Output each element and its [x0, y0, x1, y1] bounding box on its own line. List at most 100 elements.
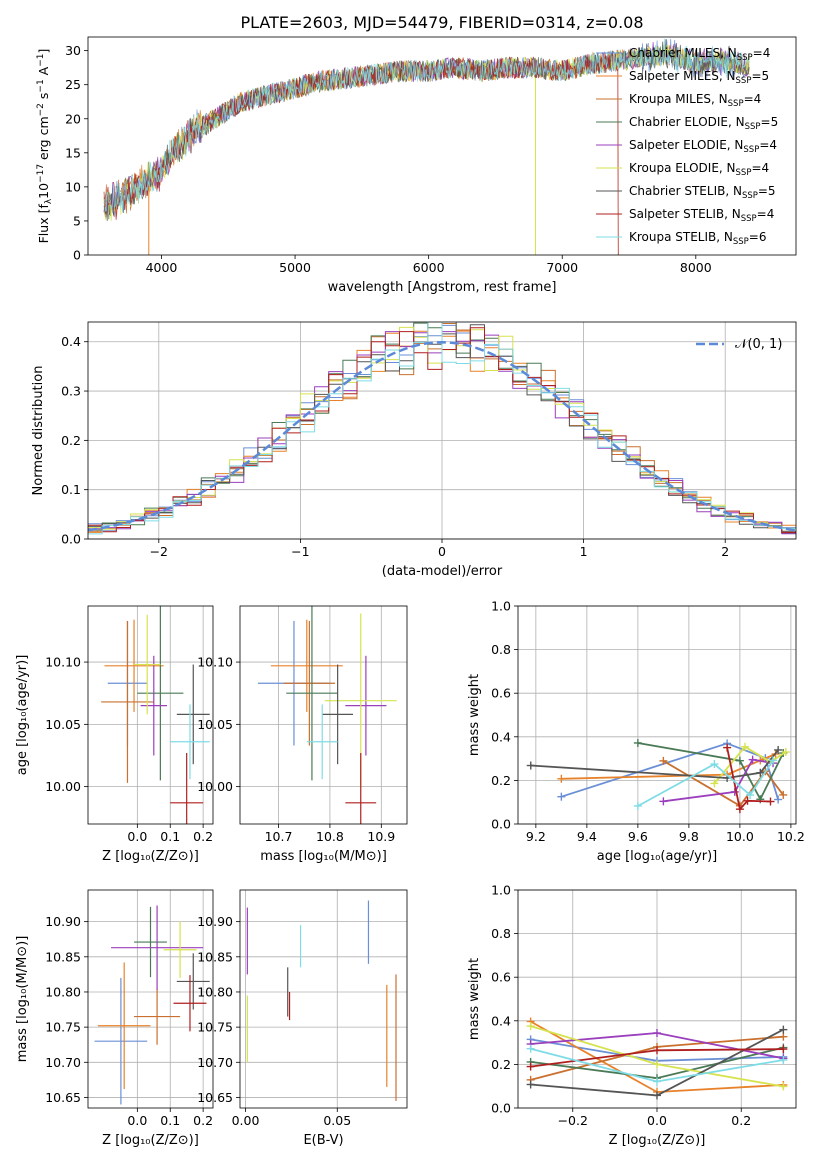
y-label-part: erg cm [36, 116, 51, 164]
x-tick-label: 9.8 [679, 829, 699, 844]
mass-weight-line [637, 759, 774, 807]
mass-weight-vs-metallicity-panel: −0.2 0.0 0.2 0.0 0.2 0.4 0.6 0.8 1.0 Z [log₁₀(Z/Z… [467, 883, 797, 1148]
plot-area [257, 606, 397, 824]
legend-tail: =6 [749, 230, 767, 244]
y-axis-label: mass weight [467, 674, 482, 756]
y-tick-label: 10.90 [197, 914, 233, 929]
legend-tail: =4 [744, 92, 762, 106]
legend-label: Salpeter STELIB, NSSP=4 [629, 207, 774, 224]
age-vs-metallicity-panel: 0.0 0.1 0.2 10.00 10.05 10.10 Z [log₁₀(Z/Z⊙)] a… [15, 605, 214, 864]
legend-label: Chabrier MILES, NSSP=4 [629, 46, 770, 63]
x-tick-label: 0 [438, 544, 446, 559]
y-tick-label: 0.8 [491, 926, 511, 941]
y-tick-label: 0.3 [61, 384, 81, 399]
x-tick-label: 9.4 [577, 829, 597, 844]
x-tick-label: 1 [580, 544, 588, 559]
mass-weight-vs-age-panel: 9.2 9.4 9.6 9.8 10.0 10.2 0.0 0.2 0.4 0.6 0.8 1.0 ag… [467, 599, 805, 865]
histogram-steps [88, 322, 796, 535]
y-tick-label: 10.00 [197, 779, 233, 794]
x-axis-label: Z [log₁₀(Z/Z⊙)] [609, 1133, 706, 1148]
x-tick-label: 10.9 [367, 829, 395, 844]
x-tick-label: 0.0 [127, 829, 147, 844]
legend: Chabrier MILES, NSSP=4 Salpeter MILES, NS… [596, 46, 778, 247]
x-tick-label: −0.2 [558, 1113, 588, 1128]
x-tick-label: 0.2 [731, 1113, 751, 1128]
x-tick-label: 4000 [146, 260, 178, 275]
legend-sub: SSP [737, 53, 753, 63]
y-label-part: −1 [36, 79, 46, 92]
spectrum-line [103, 50, 619, 255]
y-tick-label: 0.4 [491, 729, 511, 744]
legend-label: Kroupa STELIB, NSSP=6 [629, 230, 767, 247]
legend-label: Chabrier STELIB, NSSP=5 [629, 184, 776, 201]
y-tick-label: 1.0 [491, 883, 511, 898]
legend-tail: =5 [761, 115, 779, 129]
legend-label: Kroupa MILES, NSSP=4 [629, 92, 761, 109]
y-tick-label: 0.1 [61, 482, 81, 497]
mass-vs-ebv-panel: 0.00 0.05 10.65 10.70 10.75 10.80 10.85 10.90 E(… [197, 889, 408, 1148]
legend-sub: SSP [742, 191, 758, 201]
legend-tail: =4 [751, 161, 769, 175]
y-label-part: s [36, 93, 51, 104]
spectrum-panel: 4000 5000 6000 7000 8000 0 5 10 15 20 25 30 waveleng… [36, 36, 797, 295]
legend-label: Salpeter MILES, NSSP=5 [629, 69, 769, 86]
y-tick-label: 15 [65, 145, 81, 160]
x-axis-label: wavelength [Angstrom, rest frame] [328, 280, 557, 295]
spectrum-line [103, 38, 750, 213]
x-tick-label: 0.1 [160, 1113, 180, 1128]
legend-tail: =4 [757, 207, 775, 221]
x-tick-label: 5000 [279, 260, 311, 275]
x-tick-label: 10.7 [265, 829, 293, 844]
x-tick-label: −1 [291, 544, 309, 559]
legend-tail: =5 [751, 69, 769, 83]
y-tick-label: 10.10 [197, 655, 233, 670]
x-tick-label: 0.2 [193, 829, 213, 844]
x-tick-label: 10.2 [777, 829, 805, 844]
y-tick-label: 5 [73, 213, 81, 228]
x-axis-label: Z [log₁₀(Z/Z⊙)] [102, 1133, 199, 1148]
y-tick-label: 0.8 [491, 642, 511, 657]
y-tick-label: 0.6 [491, 970, 511, 985]
mass-weight-line [637, 742, 785, 802]
y-tick-label: 20 [65, 111, 81, 126]
y-tick-label: 10 [65, 179, 81, 194]
histogram-steps [88, 322, 796, 534]
legend-sub: SSP [736, 76, 752, 86]
mass-vs-metallicity-panel: 0.0 0.1 0.2 10.65 10.70 10.75 10.80 10.85 10.90 Z… [15, 889, 214, 1148]
mass-weight-line [662, 760, 784, 807]
mass-weight-line [726, 747, 771, 812]
axes-frame [239, 889, 408, 1109]
y-label-part: −17 [36, 164, 46, 183]
x-tick-label: 8000 [680, 260, 712, 275]
legend-tail: =4 [753, 46, 771, 60]
y-tick-label: 10.05 [45, 717, 81, 732]
mass-weight-line [530, 749, 779, 779]
plot-area [103, 38, 750, 255]
x-tick-label: 0.00 [232, 1113, 260, 1128]
legend-sub: SSP [741, 214, 757, 224]
y-tick-label: 10.70 [45, 1055, 81, 1070]
x-tick-label: 9.2 [526, 829, 546, 844]
x-tick-label: 0.2 [193, 1113, 213, 1128]
y-tick-label: 10.85 [45, 949, 81, 964]
y-tick-label: 0.0 [491, 817, 511, 832]
plot-area [526, 1017, 788, 1100]
y-tick-label: 0.0 [491, 1101, 511, 1116]
y-tick-label: 10.00 [45, 779, 81, 794]
x-tick-label: 0.0 [647, 1113, 667, 1128]
legend-sub: SSP [733, 237, 749, 247]
legend-tail: =4 [759, 138, 777, 152]
plot-area [94, 905, 210, 1105]
plot-area [88, 322, 796, 535]
y-label-part: λ [44, 198, 54, 204]
legend-label: Chabrier ELODIE, NSSP=5 [629, 115, 778, 132]
y-tick-label: 10.70 [197, 1055, 233, 1070]
y-axis-label: mass [log₁₀(M/M⊙)] [15, 936, 30, 1063]
y-label-part: ] [36, 49, 51, 54]
x-tick-label: 6000 [413, 260, 445, 275]
axes-frame [239, 605, 408, 825]
residual-histogram-panel: −2 −1 0 1 2 0.0 0.1 0.2 0.3 0.4 (data-model)/error… [31, 321, 797, 579]
y-axis-label: age [log₁₀(age/yr)] [15, 655, 30, 776]
y-tick-label: 10.80 [45, 984, 81, 999]
x-axis-label: mass [log₁₀(M/M⊙)] [260, 849, 387, 864]
